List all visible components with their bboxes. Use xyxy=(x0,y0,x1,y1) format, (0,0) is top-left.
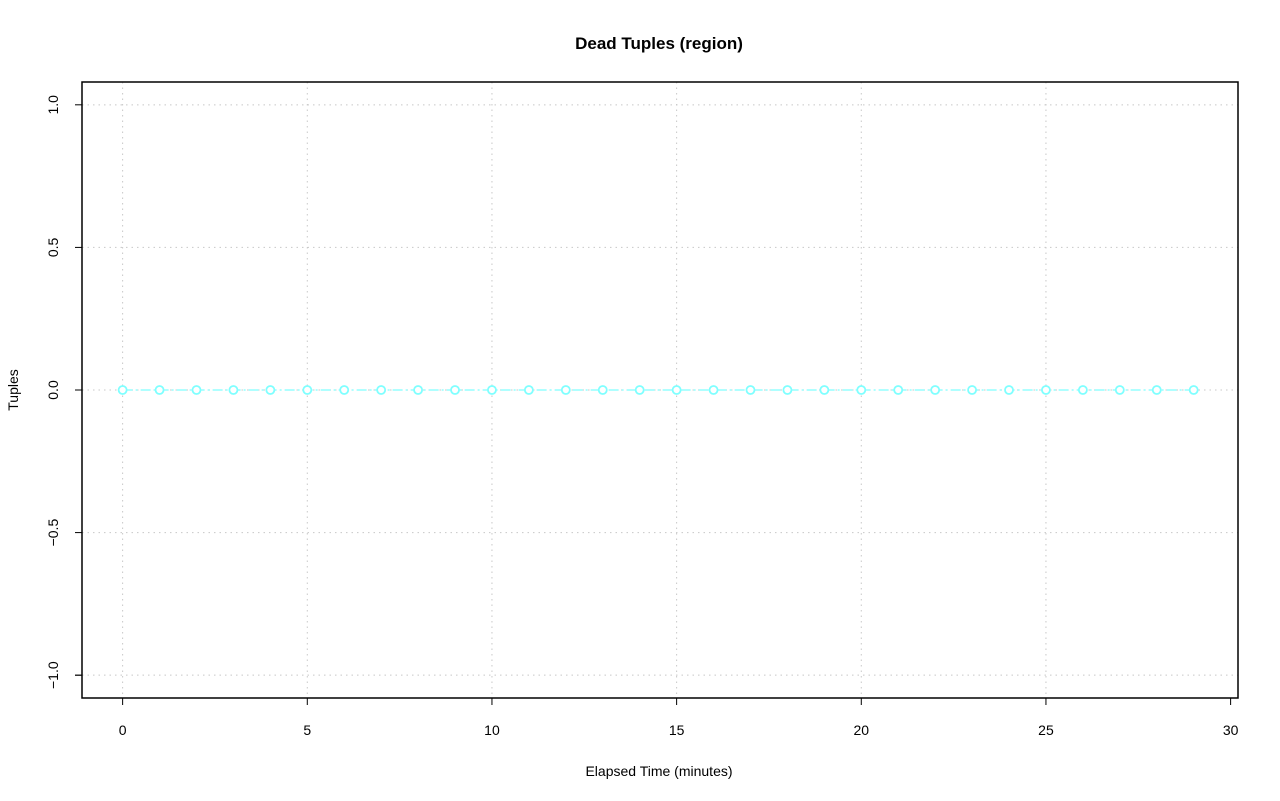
data-point xyxy=(782,385,793,395)
x-tick-label: 0 xyxy=(119,722,127,738)
data-point xyxy=(560,385,571,395)
data-point xyxy=(930,385,941,395)
data-point xyxy=(1004,385,1014,395)
data-point xyxy=(154,385,165,395)
series-layer xyxy=(117,385,1199,395)
x-tick-label: 15 xyxy=(669,722,685,738)
data-point xyxy=(967,385,977,395)
data-point xyxy=(597,385,608,395)
y-tick-label: 0.5 xyxy=(45,237,61,257)
data-point xyxy=(1077,385,1088,395)
data-point xyxy=(671,385,682,395)
y-tick-label: −0.5 xyxy=(45,519,61,547)
data-point xyxy=(265,385,276,395)
x-tick-label: 25 xyxy=(1038,722,1054,738)
data-point xyxy=(191,385,202,395)
data-point xyxy=(1041,385,1051,395)
x-tick-label: 30 xyxy=(1223,722,1239,738)
data-point xyxy=(1188,385,1199,395)
x-tick-label: 5 xyxy=(303,722,311,738)
data-point xyxy=(893,385,904,395)
x-tick-label: 10 xyxy=(484,722,500,738)
data-point xyxy=(745,385,756,395)
data-point xyxy=(339,385,350,395)
data-point xyxy=(1114,385,1125,395)
y-tick-label: −1.0 xyxy=(45,661,61,689)
data-point xyxy=(819,385,830,395)
x-axis-label: Elapsed Time (minutes) xyxy=(585,763,732,779)
data-point xyxy=(117,385,128,395)
y-tick-label: 1.0 xyxy=(45,95,61,115)
chart-title: Dead Tuples (region) xyxy=(575,34,743,53)
data-point xyxy=(523,385,534,395)
y-axis: −1.0 −0.5 0.0 0.5 1.0 xyxy=(45,95,82,689)
data-point xyxy=(487,385,497,395)
data-point xyxy=(413,385,423,395)
x-tick-label: 20 xyxy=(853,722,869,738)
data-point xyxy=(302,385,313,395)
data-point xyxy=(708,385,719,395)
y-tick-label: 0.0 xyxy=(45,380,61,400)
data-point xyxy=(856,385,867,395)
data-point xyxy=(634,385,645,395)
y-axis-label: Tuples xyxy=(5,369,21,411)
data-point xyxy=(228,385,239,395)
data-point xyxy=(376,385,387,395)
x-axis: 0 5 10 15 20 25 30 xyxy=(119,697,1239,738)
data-point xyxy=(1151,385,1162,395)
data-point xyxy=(450,385,460,395)
